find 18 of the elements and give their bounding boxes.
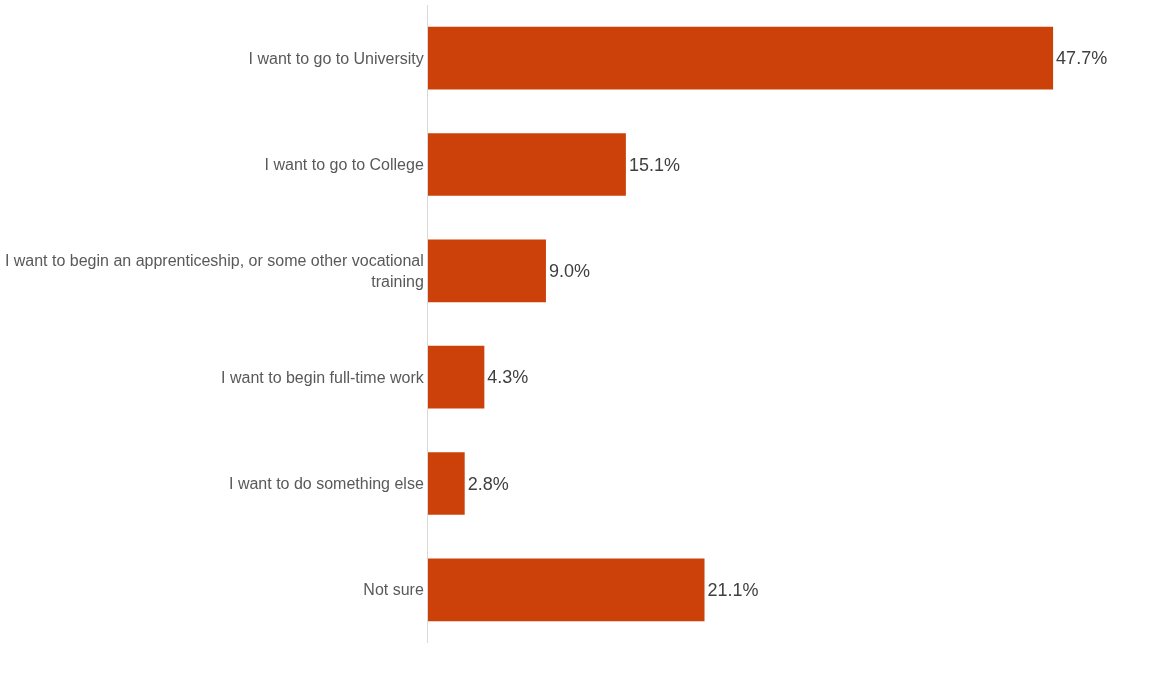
data-label: 47.7% <box>1056 48 1108 69</box>
bar <box>428 345 485 409</box>
data-label: 4.3% <box>487 367 529 388</box>
bar <box>428 239 546 303</box>
bar <box>428 558 705 622</box>
data-label: 21.1% <box>707 579 759 600</box>
data-label: 15.1% <box>628 154 680 175</box>
bar <box>428 26 1054 90</box>
bar <box>428 452 465 515</box>
y-tick-label: I want to begin full-time work <box>221 368 425 386</box>
bar <box>428 133 626 196</box>
y-tick-label: I want to begin an apprenticeship, or some other vocational training <box>4 252 424 290</box>
y-tick-label: I want to go to College <box>264 156 424 174</box>
data-label: 9.0% <box>548 260 590 281</box>
y-tick-label: Not sure <box>363 581 424 599</box>
y-tick-label: I want to go to University <box>248 49 424 67</box>
y-tick-label: I want to do something else <box>229 475 424 493</box>
data-label: 2.8% <box>467 473 509 494</box>
